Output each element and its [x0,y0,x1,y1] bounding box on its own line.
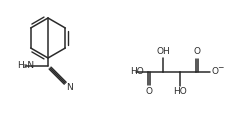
Text: HO: HO [173,88,187,96]
Text: O: O [212,67,218,77]
Text: H₂N: H₂N [17,62,34,70]
Text: N: N [66,83,73,92]
Text: HO: HO [130,67,144,77]
Text: O: O [145,88,153,96]
Text: O: O [193,48,200,56]
Text: −: − [217,63,223,72]
Text: OH: OH [156,48,170,56]
